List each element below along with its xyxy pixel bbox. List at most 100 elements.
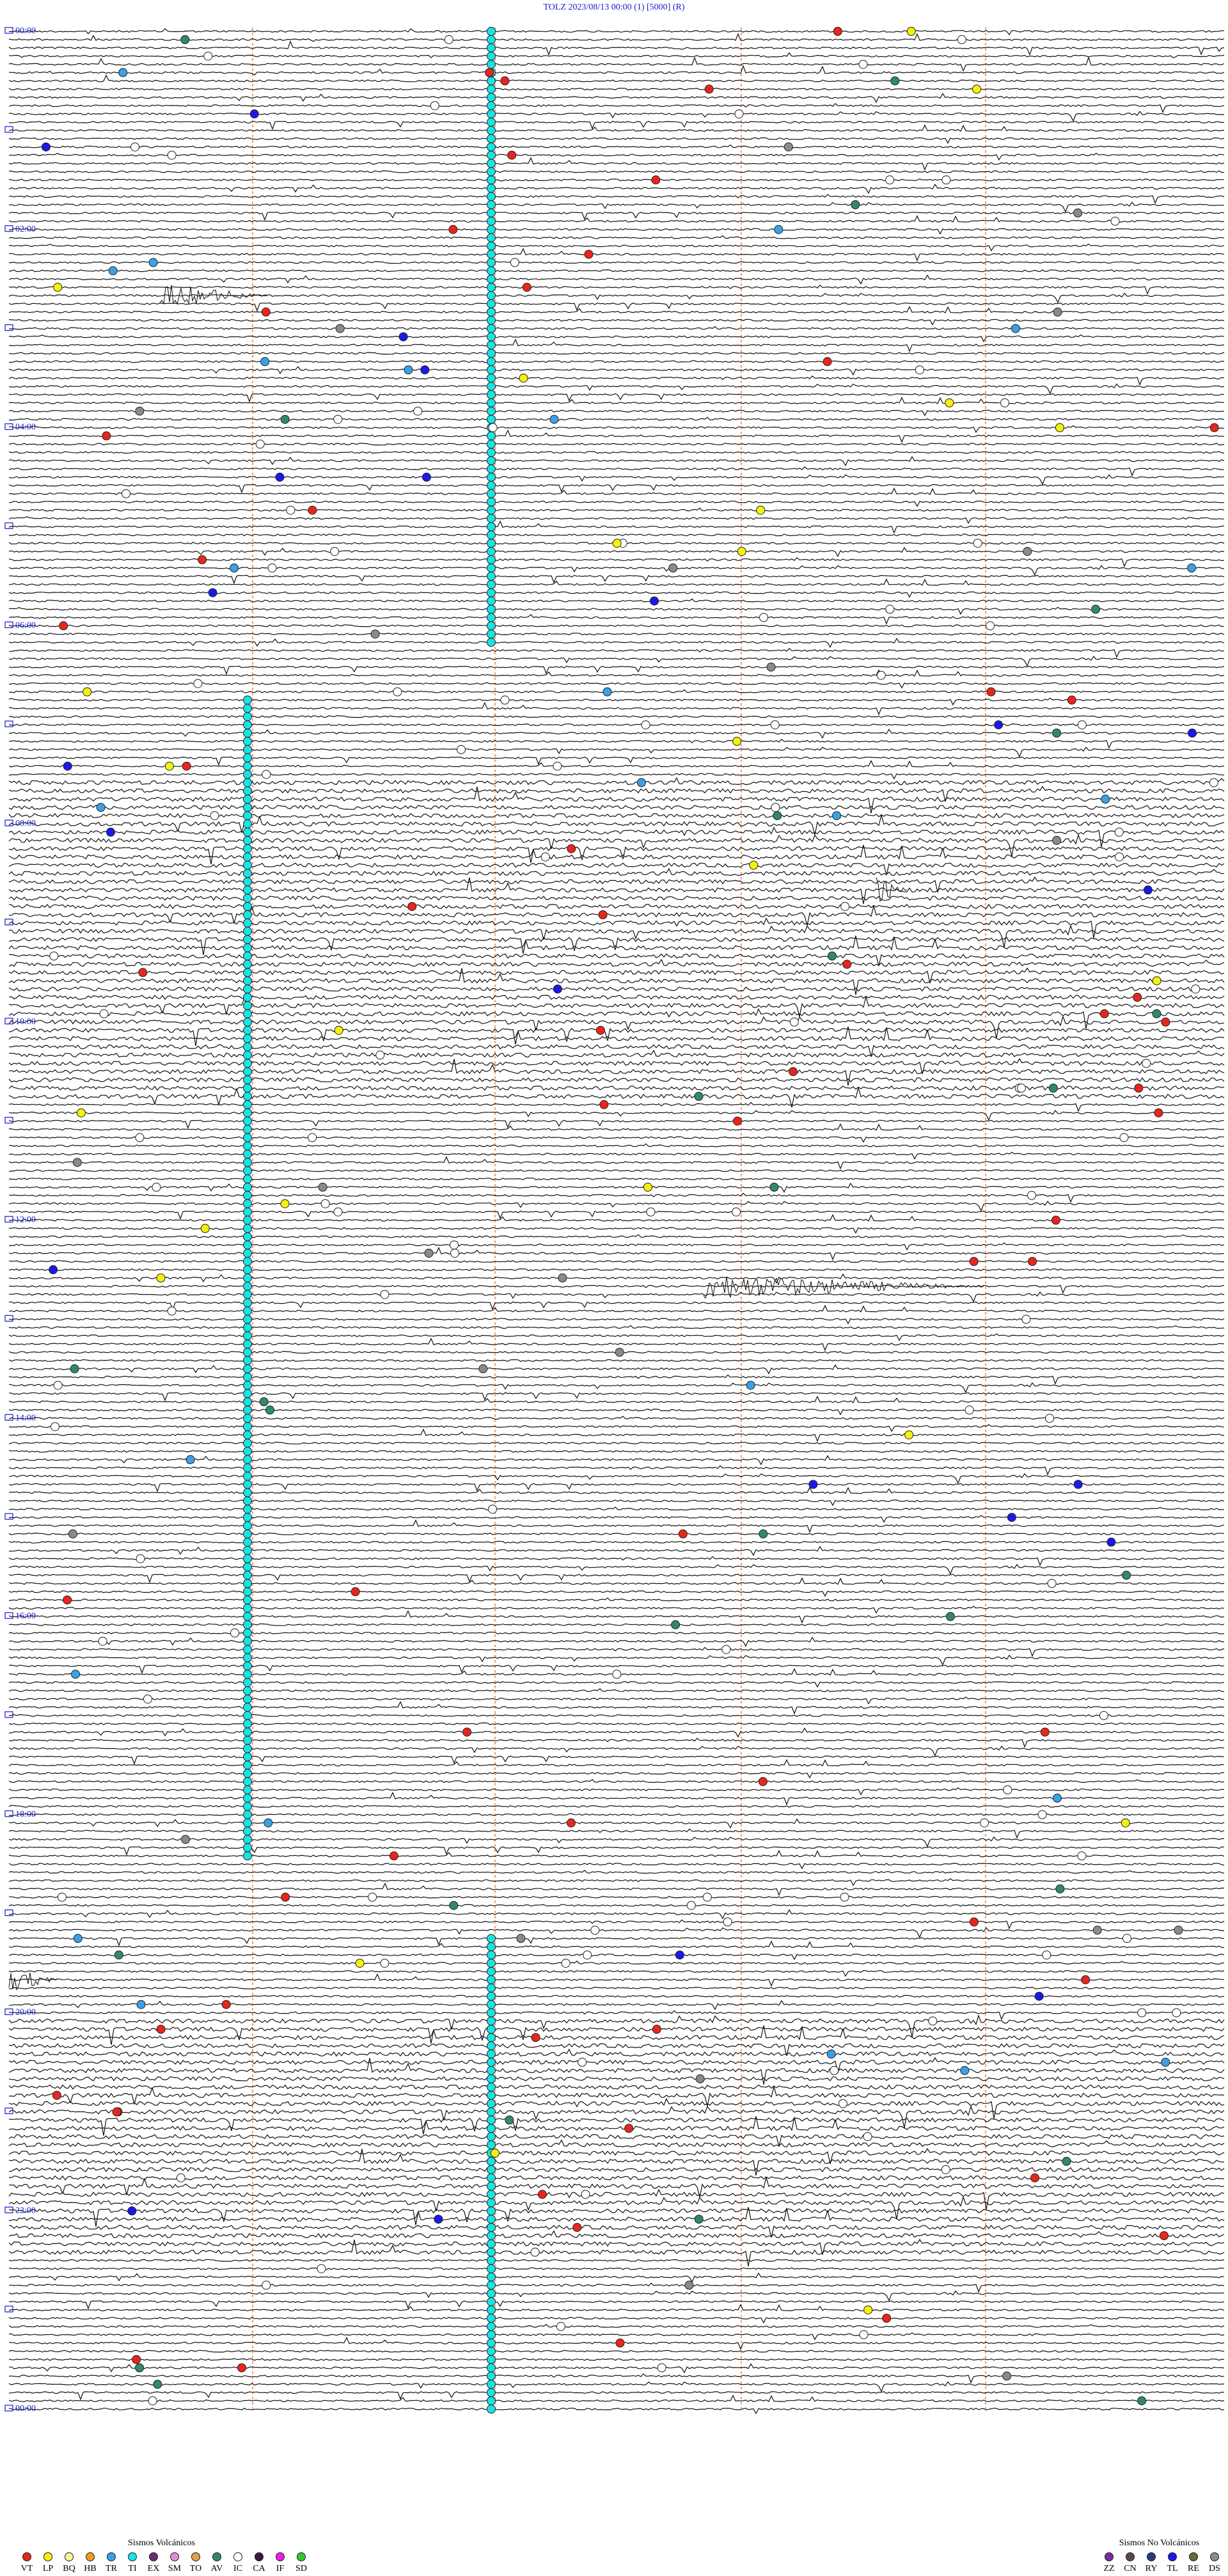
trace — [8, 669, 1225, 677]
trace — [8, 665, 1225, 676]
event — [487, 291, 496, 300]
event — [487, 2074, 496, 2083]
trace — [8, 2175, 1225, 2181]
trace — [8, 1904, 1225, 1907]
event — [57, 1892, 67, 1902]
trace — [9, 533, 1225, 537]
event — [487, 216, 496, 226]
burst — [876, 877, 908, 902]
event — [243, 1190, 252, 1200]
event — [643, 1182, 652, 1192]
event — [487, 2132, 496, 2142]
event — [487, 134, 496, 143]
hour-box — [4, 2107, 13, 2114]
trace — [8, 1995, 1225, 1998]
event — [243, 1545, 252, 1555]
event — [243, 1785, 252, 1795]
event — [243, 1496, 252, 1506]
hour-box — [4, 720, 13, 727]
event — [487, 2156, 496, 2166]
trace — [8, 611, 1225, 625]
trace — [8, 1919, 1225, 1930]
trace — [8, 2394, 1225, 2403]
trace — [8, 995, 1225, 1017]
event — [487, 588, 496, 597]
trace — [8, 2303, 1225, 2312]
trace — [8, 88, 1225, 91]
trace — [8, 2098, 1225, 2119]
trace — [8, 284, 1225, 295]
trace — [8, 2224, 1225, 2238]
trace — [9, 28, 1225, 36]
trace — [8, 2014, 1225, 2037]
event — [487, 505, 496, 515]
legend-swatch — [43, 2552, 52, 2561]
trace — [8, 633, 1225, 636]
trace — [8, 425, 1225, 434]
event — [243, 1059, 252, 1068]
header-title: TOLZ 2023/08/13 00:00 (1) [5000] (R) — [544, 3, 685, 12]
event — [1045, 1414, 1055, 1423]
hour-box — [4, 1711, 13, 1718]
event — [243, 1232, 252, 1242]
trace — [8, 846, 1225, 865]
trace — [8, 917, 1225, 938]
trace — [8, 1688, 1225, 1693]
event — [487, 2057, 496, 2067]
event — [138, 968, 148, 977]
event — [243, 935, 252, 944]
event — [434, 2215, 443, 2224]
event — [1016, 1084, 1026, 1093]
event — [1047, 1579, 1057, 1588]
trace — [8, 1151, 1225, 1160]
trace — [8, 903, 1225, 910]
event — [746, 1380, 755, 1390]
event — [450, 1240, 459, 1250]
trace — [8, 1465, 1225, 1476]
event — [487, 431, 496, 441]
trace — [8, 1304, 1225, 1313]
event — [243, 1744, 252, 1753]
trace — [8, 215, 1225, 223]
trace — [8, 2025, 1225, 2041]
event — [686, 1900, 696, 1910]
trace — [8, 2188, 1225, 2209]
event — [1114, 827, 1124, 837]
trace — [8, 2084, 1225, 2090]
event — [275, 472, 285, 482]
event — [599, 1100, 609, 1109]
event — [808, 1480, 818, 1489]
trace — [8, 1828, 1225, 1839]
trace — [8, 1574, 1225, 1583]
event — [675, 1950, 684, 1960]
event — [1191, 984, 1200, 994]
trace — [8, 466, 1225, 477]
event — [581, 2190, 590, 2199]
event — [243, 1463, 252, 1473]
trace — [8, 1338, 1225, 1352]
event — [243, 1686, 252, 1696]
event — [522, 283, 531, 292]
trace — [8, 507, 1225, 512]
trace — [8, 451, 1225, 454]
event — [243, 1801, 252, 1811]
legend-swatch — [191, 2552, 200, 2561]
event — [286, 505, 295, 515]
event — [487, 2181, 496, 2191]
trace — [8, 728, 1225, 739]
event — [487, 167, 496, 177]
trace — [8, 2167, 1225, 2172]
trace — [8, 1085, 1225, 1091]
event — [350, 1587, 360, 1597]
event — [368, 1892, 377, 1902]
event — [230, 563, 239, 573]
event — [200, 1224, 210, 1233]
event — [156, 1273, 166, 1283]
event — [612, 539, 622, 548]
legend-code: RE — [1188, 2564, 1199, 2573]
event — [487, 480, 496, 490]
event — [243, 1034, 252, 1043]
trace — [8, 2350, 1225, 2353]
trace — [8, 1805, 1225, 1808]
event — [243, 1150, 252, 1159]
